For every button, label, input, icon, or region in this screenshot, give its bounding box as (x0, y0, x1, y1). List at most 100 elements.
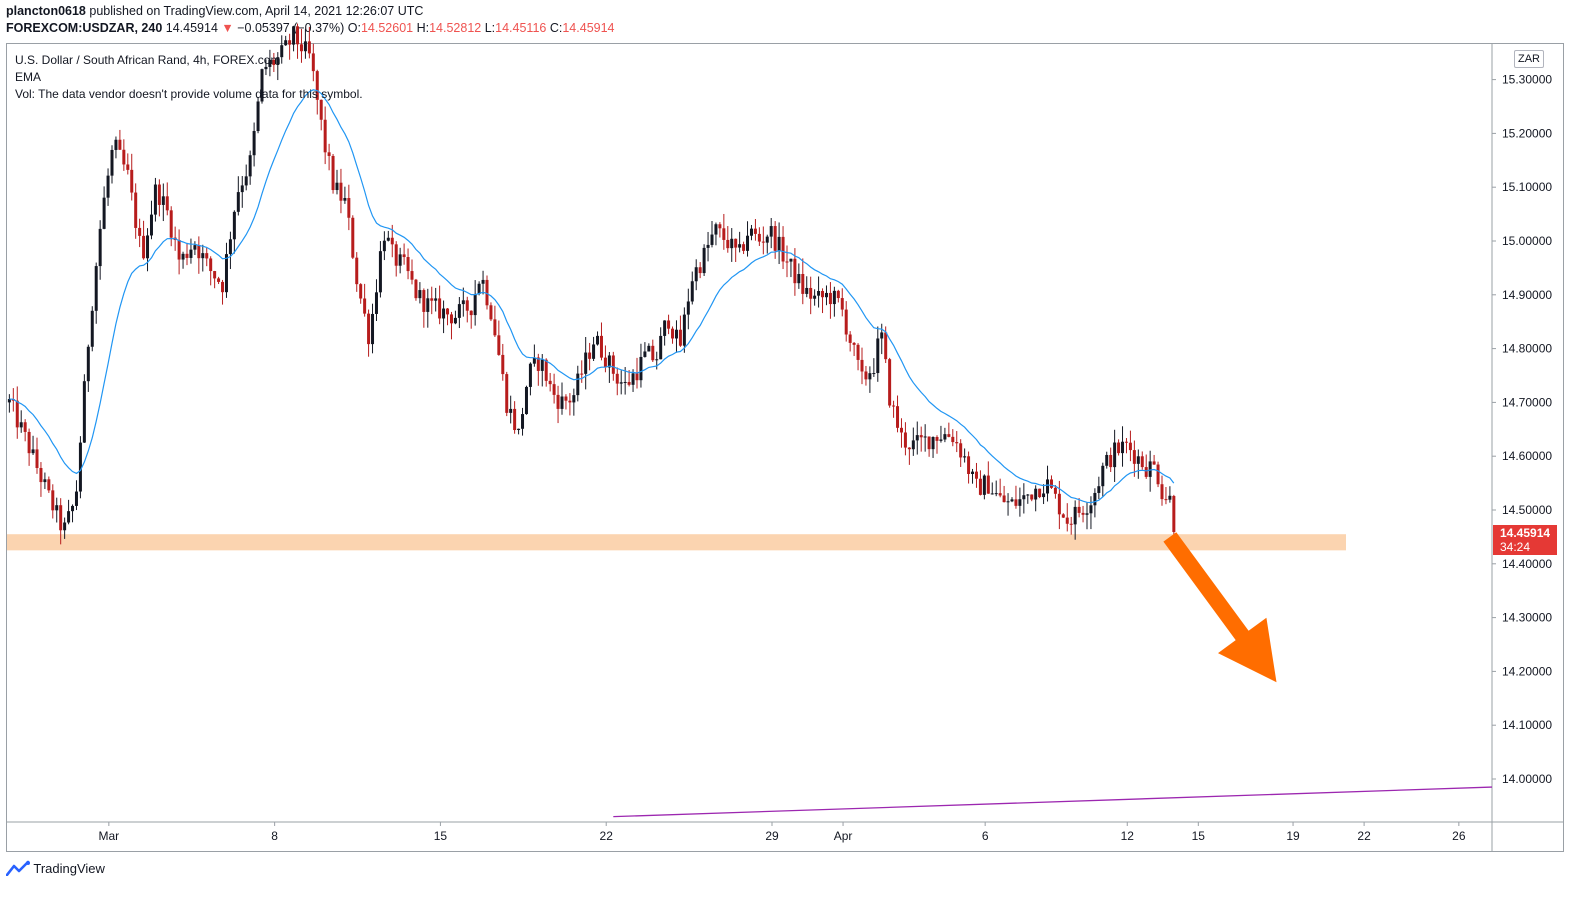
volume-legend[interactable]: Vol: The data vendor doesn't provide vol… (15, 87, 363, 101)
candle-body (1117, 442, 1121, 454)
candle-body (1081, 512, 1085, 515)
candle-body (619, 382, 623, 384)
candle-body (722, 228, 726, 240)
candle-body (844, 309, 848, 335)
candle-body (880, 332, 884, 339)
candle-body (765, 236, 769, 243)
candle-body (256, 101, 260, 132)
candle-body (489, 305, 493, 320)
currency-button[interactable]: ZAR (1514, 50, 1544, 68)
candle-body (532, 357, 536, 364)
candle-body (864, 371, 868, 380)
candle-body (398, 254, 402, 266)
candle-body (402, 254, 406, 258)
candle-body (1026, 494, 1030, 496)
candle-body (181, 253, 185, 260)
candle-body (674, 329, 678, 339)
candle-body (493, 319, 497, 336)
tradingview-logo-icon[interactable] (5, 860, 30, 879)
candle-body (872, 373, 876, 375)
candle-body (588, 352, 592, 359)
candle-body (118, 139, 122, 150)
candle-body (769, 226, 773, 237)
candle-body (434, 298, 438, 301)
candle-body (236, 192, 240, 212)
candle-body (1034, 488, 1038, 500)
y-tick-label: 15.00000 (1502, 234, 1552, 248)
candle-body (1042, 493, 1046, 498)
candle-body (367, 313, 371, 345)
ema-legend[interactable]: EMA (15, 70, 42, 84)
candle-body (228, 239, 232, 255)
candle-body (552, 384, 556, 395)
candle-body (718, 224, 722, 229)
candles (7, 23, 1176, 545)
candle-body (761, 241, 765, 243)
y-tick-label: 14.90000 (1502, 288, 1552, 302)
candle-body (351, 217, 355, 258)
candle-body (998, 493, 1002, 496)
x-tick-label: Apr (834, 829, 853, 843)
x-tick-label: 29 (765, 829, 779, 843)
candle-body (197, 245, 201, 259)
candle-body (426, 298, 430, 312)
candle-body (521, 414, 525, 429)
candle-body (134, 192, 138, 228)
candle-body (165, 196, 169, 211)
candle-body (1069, 523, 1073, 525)
y-tick-label: 14.00000 (1502, 772, 1552, 786)
candle-body (374, 292, 378, 314)
candle-body (272, 59, 276, 65)
candle-body (1152, 461, 1156, 465)
candle-body (1073, 506, 1077, 525)
candle-body (1160, 484, 1164, 500)
candle-body (990, 493, 994, 495)
candle-body (852, 342, 856, 345)
candle-body (1113, 442, 1117, 468)
candle-body (1077, 506, 1081, 513)
candle-body (781, 236, 785, 262)
candle-body (884, 332, 888, 360)
candle-body (915, 435, 919, 441)
chart-legend-title[interactable]: U.S. Dollar / South African Rand, 4h, FO… (15, 53, 281, 67)
candle-body (378, 251, 382, 293)
candle-body (955, 442, 959, 444)
candle-body (801, 273, 805, 294)
candle-body (505, 374, 509, 413)
candle-body (982, 475, 986, 495)
candle-body (868, 373, 872, 380)
drawings (613, 532, 1493, 818)
candle-body (860, 359, 864, 372)
candle-body (1109, 454, 1113, 468)
high-label: H: (416, 21, 430, 35)
candle-body (169, 210, 173, 238)
candle-body (335, 182, 339, 191)
candle-body (643, 351, 647, 357)
price-tag-value: 14.45914 (1500, 526, 1551, 540)
candle-body (971, 471, 975, 474)
x-axis: Mar 8 15 22 29 Apr 6 12 15 19 22 26 (7, 821, 1564, 843)
candle-body (655, 359, 659, 361)
candle-body (580, 373, 584, 375)
candle-body (1168, 495, 1172, 500)
candle-body (252, 131, 256, 156)
y-axis: 15.30000 15.20000 15.10000 15.00000 14.90000… (1491, 44, 1552, 852)
candle-body (789, 258, 793, 262)
candle-body (603, 357, 607, 368)
candle-body (19, 422, 23, 428)
candle-body (355, 257, 359, 285)
candle-body (896, 406, 900, 428)
author-name[interactable]: plancton0618 (6, 4, 86, 18)
candle-body (414, 279, 418, 299)
tradingview-brand[interactable]: TradingView (33, 860, 105, 876)
candle-body (71, 505, 75, 512)
candle-body (943, 434, 947, 440)
candle-body (947, 434, 951, 437)
candle-body (714, 224, 718, 235)
x-tick-label: 12 (1121, 829, 1135, 843)
candle-body (702, 247, 706, 274)
chart-frame[interactable] (6, 43, 1564, 852)
ema-line (9, 89, 1175, 504)
candle-body (449, 314, 453, 324)
